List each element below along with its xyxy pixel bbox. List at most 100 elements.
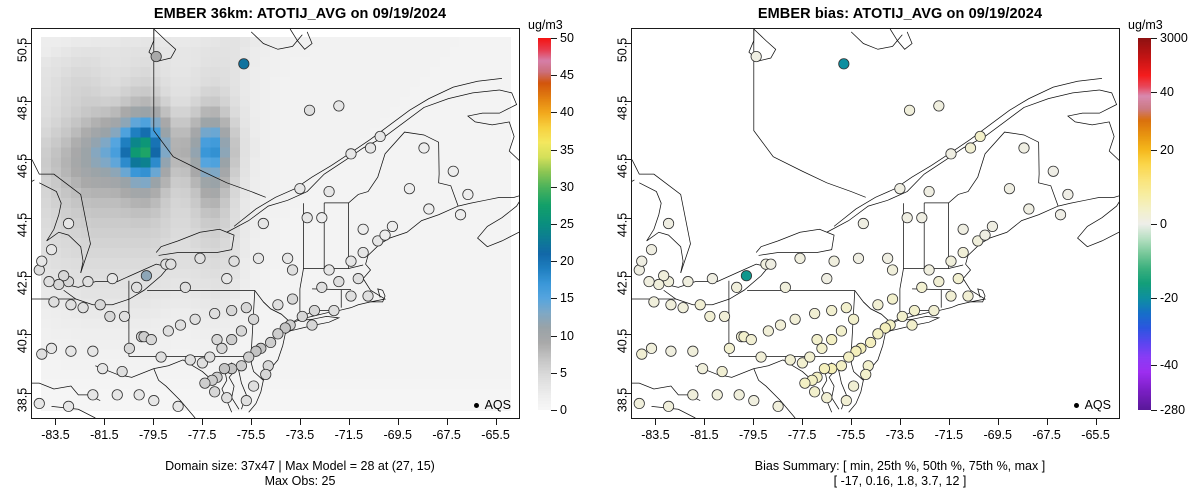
station-marker[interactable] xyxy=(150,50,162,63)
station-marker[interactable] xyxy=(972,235,984,247)
station-marker[interactable] xyxy=(352,273,364,285)
station-marker[interactable] xyxy=(828,255,840,267)
station-marker[interactable] xyxy=(928,304,940,317)
station-marker[interactable] xyxy=(916,281,928,293)
station-marker[interactable] xyxy=(865,336,877,349)
station-marker[interactable] xyxy=(1062,188,1074,201)
station-marker[interactable] xyxy=(662,400,675,412)
station-marker[interactable] xyxy=(658,270,670,282)
station-marker[interactable] xyxy=(97,363,109,375)
station-marker[interactable] xyxy=(345,255,357,267)
station-marker[interactable] xyxy=(789,313,801,325)
station-marker[interactable] xyxy=(323,185,335,198)
station-marker[interactable] xyxy=(94,299,106,311)
station-marker[interactable] xyxy=(218,363,230,375)
station-marker[interactable] xyxy=(979,229,991,241)
station-marker[interactable] xyxy=(765,258,777,270)
station-marker[interactable] xyxy=(872,328,884,340)
station-marker[interactable] xyxy=(665,345,677,357)
station-marker[interactable] xyxy=(279,322,291,334)
station-marker[interactable] xyxy=(65,345,77,357)
station-marker[interactable] xyxy=(945,290,957,302)
station-marker[interactable] xyxy=(662,217,675,230)
station-marker[interactable] xyxy=(964,142,977,154)
station-marker[interactable] xyxy=(894,183,906,195)
station-marker[interactable] xyxy=(240,302,252,314)
station-marker[interactable] xyxy=(682,276,694,288)
station-marker[interactable] xyxy=(62,217,75,230)
station-marker[interactable] xyxy=(809,307,821,320)
station-marker[interactable] xyxy=(316,281,328,293)
station-marker[interactable] xyxy=(1054,209,1067,221)
station-marker[interactable] xyxy=(799,377,811,389)
station-marker[interactable] xyxy=(835,325,848,337)
station-marker[interactable] xyxy=(687,389,699,401)
station-marker[interactable] xyxy=(174,319,187,331)
station-marker[interactable] xyxy=(945,255,957,267)
station-marker[interactable] xyxy=(818,363,830,375)
station-marker[interactable] xyxy=(916,212,928,224)
station-marker[interactable] xyxy=(257,217,269,230)
station-marker[interactable] xyxy=(901,212,913,224)
station-marker[interactable] xyxy=(860,368,872,380)
station-marker[interactable] xyxy=(826,304,838,317)
station-marker[interactable] xyxy=(165,258,177,270)
station-marker[interactable] xyxy=(957,246,969,259)
station-marker[interactable] xyxy=(774,319,787,331)
station-marker[interactable] xyxy=(974,130,986,143)
station-marker[interactable] xyxy=(718,310,731,322)
station-marker[interactable] xyxy=(131,281,143,293)
station-marker[interactable] xyxy=(848,380,860,392)
station-marker[interactable] xyxy=(238,58,250,70)
station-marker[interactable] xyxy=(333,100,345,112)
station-marker[interactable] xyxy=(333,276,345,288)
station-marker[interactable] xyxy=(704,310,716,322)
station-marker[interactable] xyxy=(711,389,723,401)
station-marker[interactable] xyxy=(323,264,335,276)
station-marker[interactable] xyxy=(65,299,77,311)
station-marker[interactable] xyxy=(184,354,196,366)
station-marker[interactable] xyxy=(362,290,374,302)
station-marker[interactable] xyxy=(636,348,648,360)
station-marker[interactable] xyxy=(162,325,174,337)
station-marker[interactable] xyxy=(199,377,211,389)
station-marker[interactable] xyxy=(123,342,135,354)
station-marker[interactable] xyxy=(687,345,699,357)
station-marker[interactable] xyxy=(648,296,660,308)
station-marker[interactable] xyxy=(762,325,774,337)
station-marker[interactable] xyxy=(694,299,706,311)
station-marker[interactable] xyxy=(216,342,228,354)
station-marker[interactable] xyxy=(328,304,340,317)
station-marker[interactable] xyxy=(723,342,735,354)
station-marker[interactable] xyxy=(357,223,369,235)
station-marker[interactable] xyxy=(653,278,665,291)
station-marker[interactable] xyxy=(296,310,308,322)
station-marker[interactable] xyxy=(933,100,945,112)
station-marker[interactable] xyxy=(403,183,416,195)
station-marker[interactable] xyxy=(148,395,160,407)
station-marker[interactable] xyxy=(204,351,216,363)
station-marker[interactable] xyxy=(1047,165,1059,177)
station-marker[interactable] xyxy=(811,334,823,346)
station-marker[interactable] xyxy=(45,342,58,354)
station-marker[interactable] xyxy=(118,310,131,322)
station-marker[interactable] xyxy=(260,368,272,380)
station-marker[interactable] xyxy=(209,386,221,398)
station-marker[interactable] xyxy=(248,313,260,325)
station-marker[interactable] xyxy=(48,296,60,308)
station-marker[interactable] xyxy=(750,50,762,63)
station-marker[interactable] xyxy=(228,255,240,267)
station-marker[interactable] xyxy=(286,293,299,305)
station-marker[interactable] xyxy=(882,252,894,264)
station-marker[interactable] xyxy=(779,281,791,293)
station-marker[interactable] xyxy=(840,395,852,407)
station-marker[interactable] xyxy=(145,334,157,346)
station-marker[interactable] xyxy=(272,299,284,311)
station-marker[interactable] xyxy=(209,307,221,320)
station-marker[interactable] xyxy=(294,183,306,195)
station-marker[interactable] xyxy=(838,58,850,70)
station-marker[interactable] xyxy=(221,392,233,404)
station-marker[interactable] xyxy=(240,395,252,407)
station-marker[interactable] xyxy=(826,334,838,346)
station-marker[interactable] xyxy=(840,302,852,314)
